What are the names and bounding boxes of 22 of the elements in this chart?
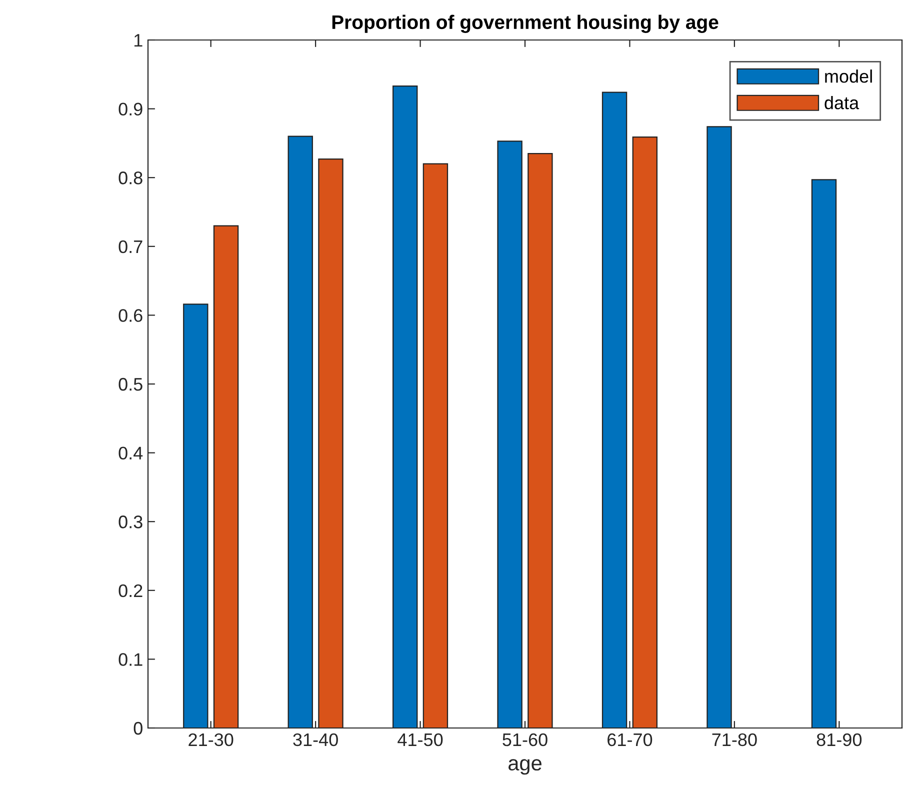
y-tick-label: 0.6 [118,309,142,322]
x-tick-label: 51-60 [502,733,548,746]
y-tick-label: 0.4 [118,446,143,460]
x-tick-label: 41-50 [398,733,443,746]
y-tick-label: 0.1 [118,653,142,666]
legend-label: data [824,96,860,110]
x-tick-label: 61-70 [608,733,652,746]
x-tick-label: 71-80 [712,733,757,746]
x-tick-label: 81-90 [816,733,862,746]
y-tick-label: 0.7 [118,240,142,254]
chart-title: Proportion of government housing by age [332,14,718,34]
y-tick-label: 1 [134,34,142,47]
y-tick-label: 0.3 [118,516,142,528]
y-tick-label: 0.8 [118,172,142,184]
y-tick-label: 0 [134,722,142,735]
legend-label: model [825,70,872,83]
y-tick-label: 0.9 [118,102,142,116]
x-tick-label: 31-40 [293,733,338,746]
y-tick-label: 0.2 [118,584,142,598]
y-tick-label: 0.5 [118,378,142,391]
x-tick-label: 21-30 [188,733,234,746]
x-axis-title: age [508,759,542,775]
